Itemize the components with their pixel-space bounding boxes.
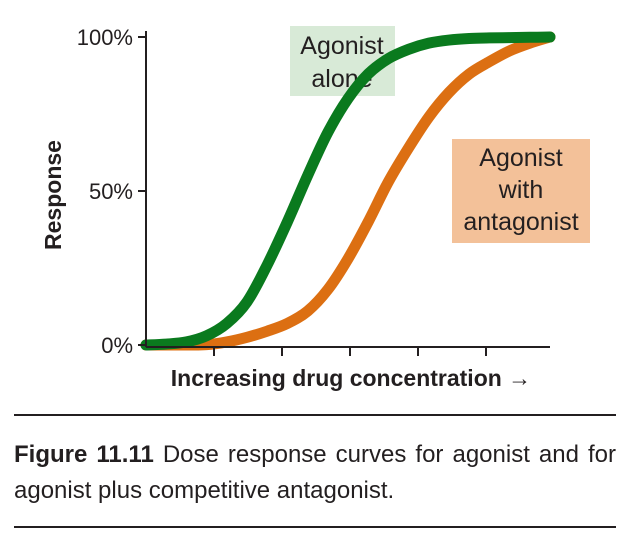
series-label-text: Agonist xyxy=(479,144,562,172)
series-label-text: antagonist xyxy=(463,208,578,236)
axis-ticks: 0% 50% 100% xyxy=(77,25,487,358)
series-label-box xyxy=(452,139,590,243)
y-axis-title: Response xyxy=(40,140,66,250)
series-label-text: with xyxy=(498,176,543,204)
curve-agonist-with-antagonist xyxy=(140,31,556,351)
series-label-text: Agonist xyxy=(300,32,383,60)
y-tick-label: 50% xyxy=(89,179,133,204)
x-axis-title: Increasing drug concentration → xyxy=(171,365,531,391)
y-tick-label: 100% xyxy=(77,25,133,50)
caption-top-rule xyxy=(14,414,616,416)
series-curves xyxy=(140,31,556,351)
figure-caption: Figure 11.11 Dose response curves for ag… xyxy=(14,437,616,509)
figure-number: Figure 11.11 xyxy=(14,441,154,468)
caption-bottom-rule xyxy=(14,526,616,528)
caption-text: Dose response curves for agonist and for… xyxy=(14,441,616,504)
y-tick-label: 0% xyxy=(101,333,133,358)
curve-agonist-alone xyxy=(140,31,556,351)
